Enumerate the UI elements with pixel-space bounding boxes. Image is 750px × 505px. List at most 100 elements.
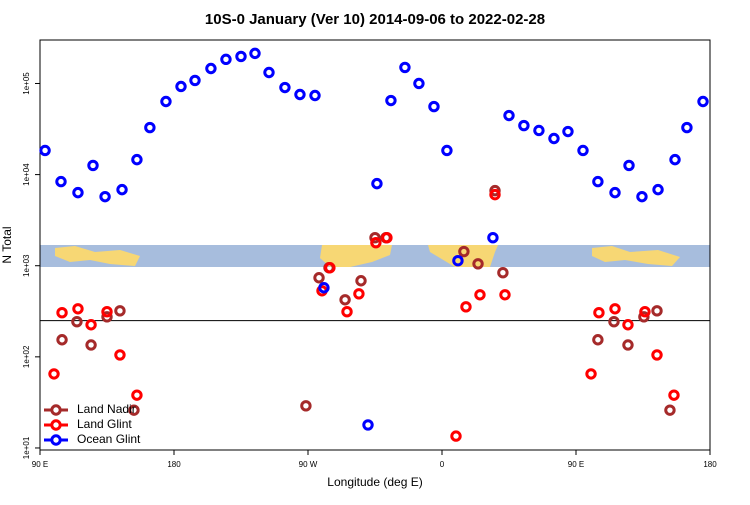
point [101,305,113,318]
point [669,153,681,166]
legend-label: Land Glint [77,417,132,431]
y-tick-label: 1e+03 [22,254,31,277]
point [651,305,663,317]
point [189,74,201,87]
x-tick-label: 180 [167,460,181,469]
point [116,183,128,196]
x-axis-label: Longitude (deg E) [327,475,422,489]
point [548,132,560,145]
point [128,404,140,416]
point [371,177,383,190]
point [622,319,634,331]
point [72,303,84,315]
point [56,307,68,319]
point [341,305,353,318]
y-tick-label: 1e+04 [22,163,31,186]
point [309,89,321,102]
point [428,100,440,113]
point [460,301,472,313]
point [144,121,156,134]
point [101,311,113,323]
point [249,47,261,60]
point [72,186,84,199]
point [99,190,111,203]
legend-marker [50,419,62,431]
point [55,175,67,188]
point [497,267,509,279]
point [533,124,545,137]
legend-label: Land Nadir [77,402,136,416]
point [623,159,635,172]
plot-frame [39,39,711,451]
point [489,188,501,201]
point [362,419,374,431]
point [609,303,621,315]
point [452,255,464,267]
point [131,153,143,166]
point [294,88,306,101]
point [518,119,530,132]
y-axis-label: N Total [0,226,14,263]
y-tick-label: 1e+05 [22,72,31,95]
point [592,175,604,188]
x-tick-label: 90 E [568,460,584,469]
point [56,334,68,346]
point [39,144,51,157]
point [474,289,486,301]
point [279,81,291,94]
point [71,316,83,328]
point [300,400,312,412]
point [638,311,650,323]
y-tick-label: 1e+02 [22,345,31,368]
point [205,62,217,75]
point [399,61,411,74]
point [370,236,382,249]
point [313,272,325,284]
x-tick-label: 0 [440,460,445,469]
point [458,245,470,258]
x-tick-label: 180 [703,460,717,469]
point [681,121,693,134]
x-tick-label: 90 W [299,460,318,469]
point [324,262,336,274]
y-tick-label: 1e+01 [22,436,31,459]
legend-label: Ocean Glint [77,432,141,446]
point [499,289,511,301]
point [609,186,621,199]
point [608,316,620,328]
point [577,144,589,157]
point [339,294,351,306]
point [114,305,126,317]
point [450,430,462,442]
point [318,282,330,294]
point [472,258,484,270]
point [592,334,604,346]
point [651,349,663,361]
point [636,190,648,203]
point [175,80,187,93]
point [114,349,126,361]
point [562,125,574,138]
point [489,184,501,197]
point [263,66,275,79]
point [160,95,172,108]
point [652,183,664,196]
point [664,404,676,416]
point [622,339,634,351]
point [131,389,143,401]
point [381,232,393,244]
point [413,77,425,90]
point [85,339,97,351]
point [593,307,605,319]
map-band [40,245,710,267]
point [353,288,365,300]
point [220,53,232,66]
point [87,159,99,172]
x-tick-label: 90 E [32,460,48,469]
legend-marker [50,434,62,446]
legend-marker [50,404,62,416]
point [503,109,515,122]
point [441,144,453,157]
point [369,232,381,244]
